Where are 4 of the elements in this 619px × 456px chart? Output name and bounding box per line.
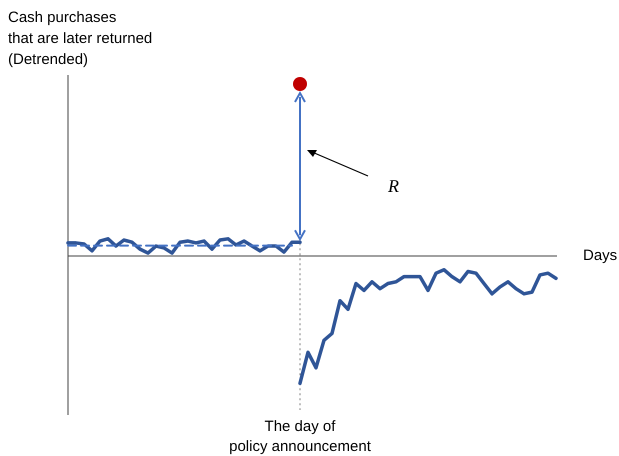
annotation: R — [387, 176, 399, 196]
text: The day of policy announcement — [229, 418, 372, 455]
x-axis-title: Days — [583, 247, 618, 264]
y-axis-title: Cash purchases that are later returned (Detrended) — [8, 9, 152, 68]
